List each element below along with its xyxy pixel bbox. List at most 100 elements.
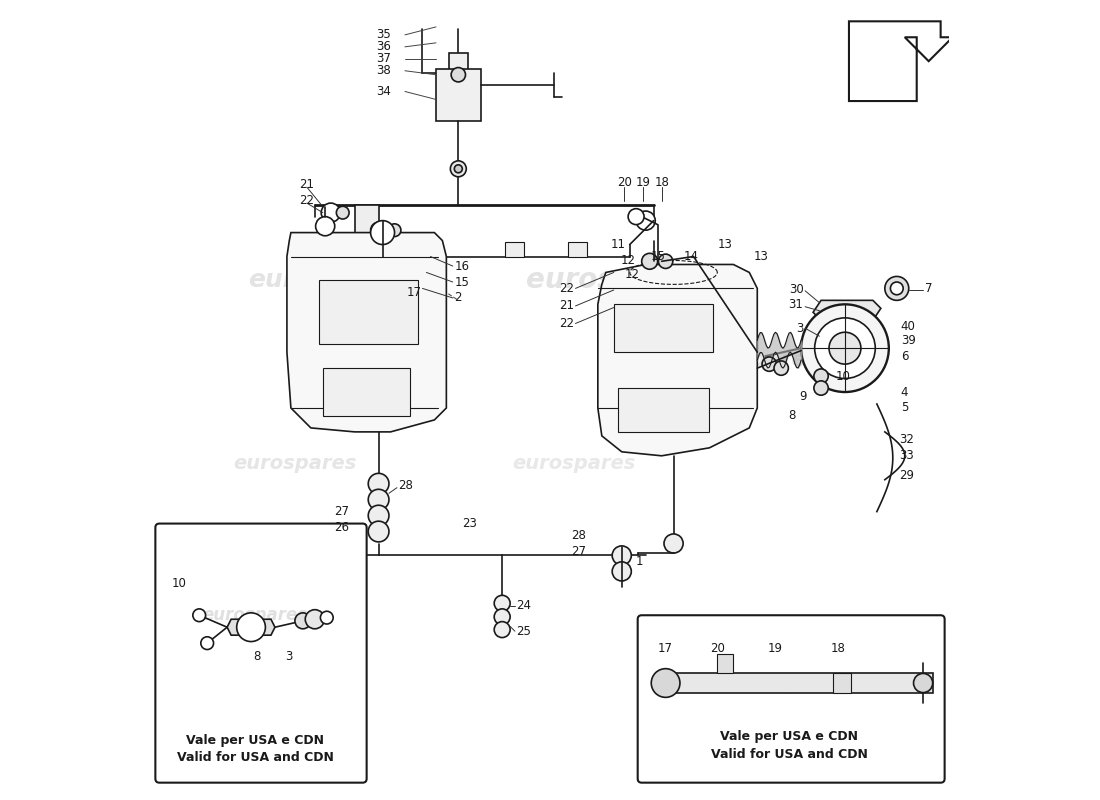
Circle shape — [316, 217, 334, 236]
Text: 27: 27 — [334, 505, 349, 518]
Circle shape — [388, 224, 400, 237]
Text: Valid for USA and CDN: Valid for USA and CDN — [711, 748, 868, 762]
Circle shape — [884, 277, 909, 300]
Text: 15: 15 — [651, 250, 666, 263]
Circle shape — [801, 304, 889, 392]
Circle shape — [913, 674, 933, 693]
Text: Vale per USA e CDN: Vale per USA e CDN — [720, 730, 858, 743]
Text: Vale per USA e CDN: Vale per USA e CDN — [186, 734, 324, 747]
Bar — [618, 388, 710, 432]
Text: 31: 31 — [789, 298, 803, 311]
Text: 36: 36 — [376, 40, 390, 54]
Circle shape — [368, 521, 389, 542]
Circle shape — [814, 369, 828, 383]
Text: 12: 12 — [625, 267, 639, 281]
Text: 22: 22 — [559, 317, 574, 330]
Circle shape — [450, 161, 466, 177]
Text: 17: 17 — [407, 286, 421, 299]
Bar — [569, 242, 587, 257]
Text: 26: 26 — [334, 521, 349, 534]
Text: 12: 12 — [621, 254, 636, 267]
Text: 10: 10 — [835, 370, 850, 382]
Text: eurospares: eurospares — [741, 679, 837, 694]
Polygon shape — [227, 619, 275, 635]
Bar — [449, 54, 468, 73]
Circle shape — [890, 282, 903, 294]
Text: 2: 2 — [454, 291, 462, 305]
Circle shape — [319, 527, 334, 543]
Circle shape — [451, 67, 465, 82]
Circle shape — [368, 490, 389, 510]
Circle shape — [494, 595, 510, 611]
Text: 28: 28 — [398, 479, 414, 492]
Bar — [354, 205, 378, 233]
Text: eurospares: eurospares — [513, 454, 636, 474]
Bar — [436, 69, 481, 121]
FancyBboxPatch shape — [638, 615, 945, 782]
Circle shape — [814, 381, 828, 395]
Text: Valid for USA and CDN: Valid for USA and CDN — [177, 750, 333, 764]
Text: 17: 17 — [658, 642, 673, 655]
Text: 34: 34 — [376, 85, 390, 98]
Text: 21: 21 — [299, 178, 314, 191]
Text: eurospares: eurospares — [233, 454, 356, 474]
Circle shape — [306, 610, 324, 629]
Text: 20: 20 — [710, 642, 725, 655]
Bar — [833, 673, 850, 693]
Bar — [614, 304, 714, 352]
Text: 22: 22 — [299, 194, 314, 207]
Text: 32: 32 — [899, 434, 914, 446]
Text: 18: 18 — [832, 642, 846, 655]
Bar — [658, 673, 933, 693]
Circle shape — [664, 534, 683, 553]
Text: eurospares: eurospares — [202, 606, 308, 624]
Circle shape — [337, 206, 349, 219]
Circle shape — [371, 221, 395, 245]
Circle shape — [321, 203, 340, 222]
Polygon shape — [597, 265, 757, 456]
Polygon shape — [287, 233, 447, 432]
Text: 29: 29 — [899, 470, 914, 482]
Text: 21: 21 — [559, 299, 574, 313]
Polygon shape — [849, 22, 953, 101]
Text: 33: 33 — [899, 450, 914, 462]
Bar — [319, 281, 418, 344]
Text: 20: 20 — [617, 176, 631, 189]
Text: 6: 6 — [901, 350, 909, 362]
Text: 22: 22 — [559, 282, 574, 295]
Text: 9: 9 — [800, 390, 806, 402]
Circle shape — [201, 637, 213, 650]
Text: 35: 35 — [376, 28, 390, 42]
Text: eurospares: eurospares — [526, 266, 702, 294]
Circle shape — [829, 332, 861, 364]
Text: 14: 14 — [684, 250, 699, 263]
Text: 8: 8 — [253, 650, 261, 663]
Circle shape — [774, 361, 789, 375]
Circle shape — [454, 165, 462, 173]
Circle shape — [628, 209, 645, 225]
Circle shape — [320, 611, 333, 624]
Text: 24: 24 — [517, 599, 531, 612]
Circle shape — [641, 254, 658, 270]
Text: 27: 27 — [571, 545, 586, 558]
Text: 5: 5 — [901, 402, 909, 414]
Text: 3: 3 — [285, 650, 293, 663]
FancyBboxPatch shape — [155, 523, 366, 782]
Text: 7: 7 — [925, 282, 932, 295]
Text: 37: 37 — [376, 52, 390, 66]
Text: 30: 30 — [789, 283, 803, 297]
Text: 18: 18 — [654, 176, 669, 189]
Circle shape — [192, 609, 206, 622]
Text: eurospares: eurospares — [679, 350, 820, 370]
Text: 38: 38 — [376, 64, 390, 78]
Text: 11: 11 — [610, 238, 626, 251]
Circle shape — [494, 609, 510, 625]
Circle shape — [494, 622, 510, 638]
Text: 28: 28 — [571, 529, 586, 542]
Text: 13: 13 — [717, 238, 733, 251]
Circle shape — [651, 669, 680, 698]
Text: 15: 15 — [454, 275, 470, 289]
Text: 19: 19 — [636, 176, 651, 189]
Text: 10: 10 — [172, 577, 186, 590]
Text: eurospares: eurospares — [248, 269, 406, 293]
